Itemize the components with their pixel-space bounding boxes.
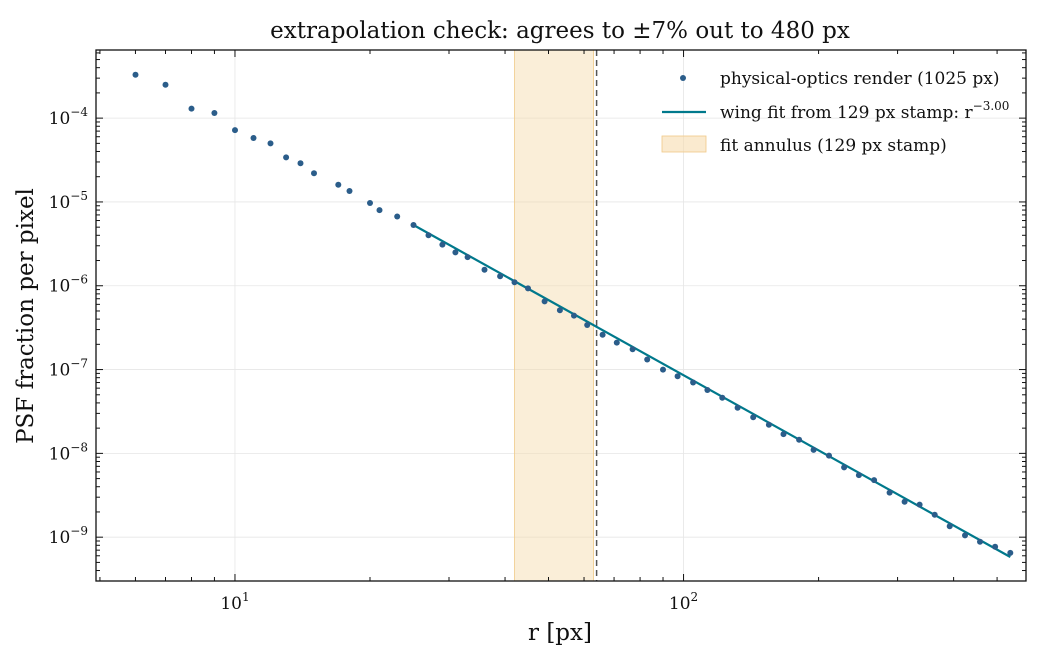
data-point [283,154,290,161]
data-point [810,446,817,453]
data-point [464,254,471,261]
data-point [931,511,938,518]
data-point [826,452,832,459]
data-point [132,71,139,78]
data-point [511,279,518,286]
data-point [704,387,711,393]
data-point [644,356,651,363]
data-point [584,322,591,328]
data-point [267,140,274,147]
data-point [871,477,878,484]
data-point [367,200,373,206]
data-point [992,543,999,550]
data-point [660,366,666,373]
data-point [916,501,923,508]
legend-marker-points [680,75,686,81]
data-point [674,373,681,380]
axis-ticks [96,50,1026,582]
data-point [750,414,757,421]
x-axis-label: r [px] [528,620,592,646]
data-point [410,222,417,228]
fit-annulus-band-layer [514,49,594,582]
y-tick-label: 10−4 [49,105,89,129]
data-point [599,331,606,338]
legend: physical-optics render (1025 px) wing fit… [661,69,1009,156]
fit-annulus-band [514,49,594,582]
data-point [690,379,697,386]
data-point [211,110,218,116]
y-tick-label: 10−8 [49,440,88,464]
data-point [346,188,353,194]
y-tick-label: 10−5 [49,189,88,213]
y-tick-label: 10−9 [49,524,88,548]
data-point [765,421,772,428]
data-point [1007,549,1014,556]
data-point [452,249,459,256]
data-point [886,489,893,496]
data-point [556,307,563,314]
x-tick-label: 101 [220,590,249,614]
legend-marker-band [661,135,707,153]
data-point [541,298,548,305]
y-axis-label: PSF fraction per pixel [13,188,39,444]
data-point [946,523,953,530]
data-point [232,127,238,134]
data-point [719,394,726,401]
data-point [394,213,401,220]
data-point [335,181,342,188]
data-points-layer [132,71,1014,556]
data-point [780,431,787,438]
data-point [481,266,488,273]
legend-label-band: fit annulus (129 px stamp) [720,136,947,156]
data-point [962,532,968,539]
data-point [162,81,169,88]
chart-title: extrapolation check: agrees to ±7% out t… [270,18,850,44]
data-point [796,436,803,443]
data-point [977,538,983,545]
data-point [525,285,531,292]
data-point [734,404,741,411]
y-tick-label: 10−6 [49,273,88,297]
data-point [297,160,304,167]
data-point [901,498,908,505]
legend-label-points: physical-optics render (1025 px) [720,69,999,89]
legend-label-fit: wing fit from 129 px stamp: r−3.00 [720,99,1009,123]
data-point [376,207,383,214]
data-point [629,346,636,353]
data-point [425,232,432,239]
data-point [571,312,577,319]
x-tick-label: 102 [669,590,698,614]
data-point [188,105,195,112]
data-point [841,464,848,471]
data-point [250,135,257,141]
data-point [311,170,317,177]
data-point [497,273,504,280]
y-tick-label: 10−7 [49,357,88,381]
plot-frame [95,49,1027,582]
data-point [613,339,620,346]
tick-labels: 101 102 10−9 10−8 10−7 10−6 10−5 10−4 [49,105,699,614]
data-point [855,472,862,479]
grid [96,50,1026,581]
data-point [439,241,446,248]
